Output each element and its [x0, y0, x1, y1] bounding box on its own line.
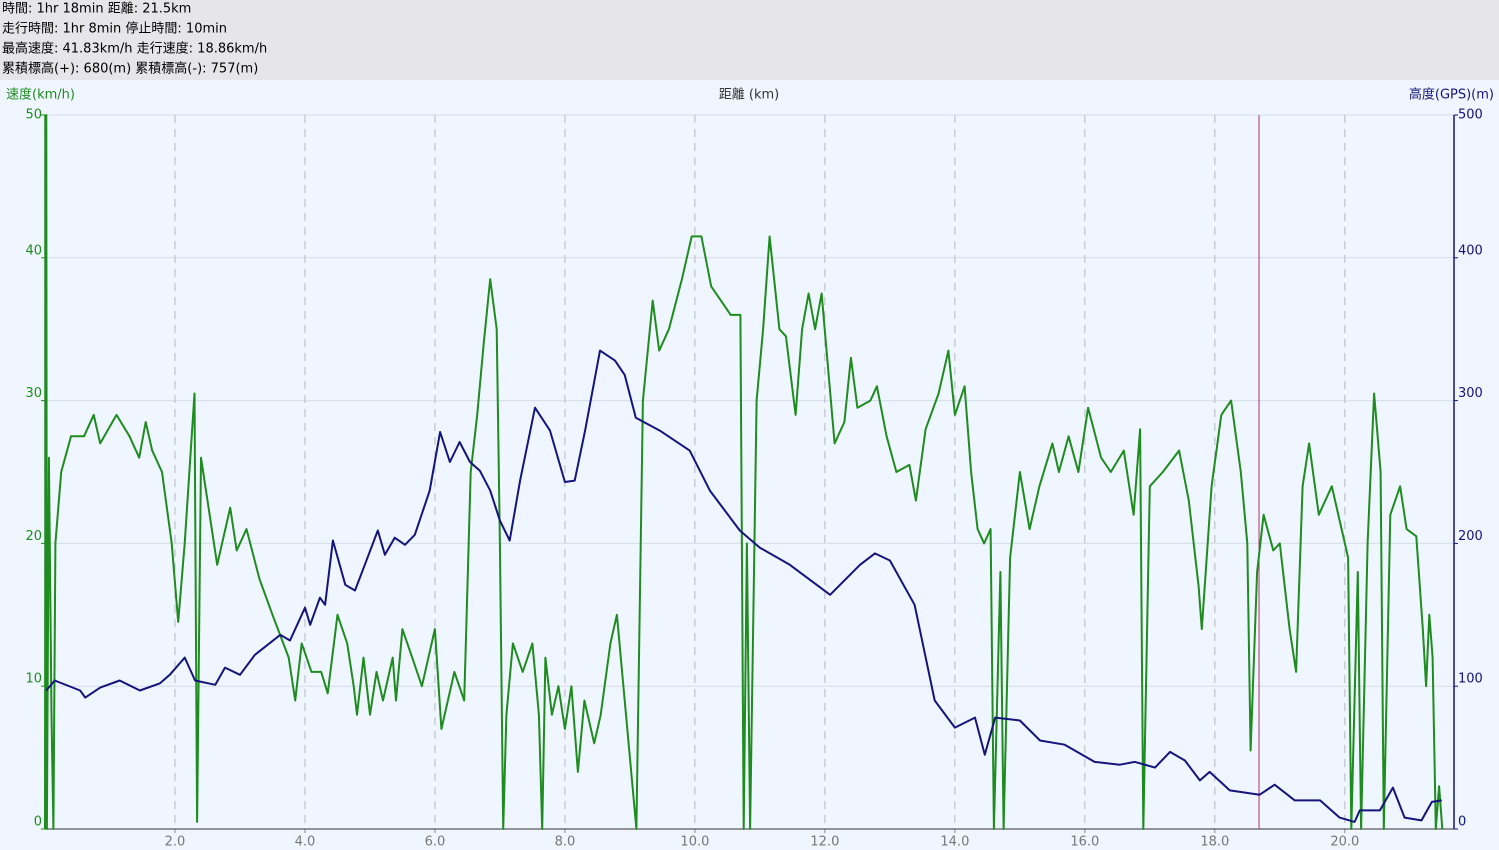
- x-tick-label: 6.0: [425, 835, 446, 850]
- y2-tick-label: 300: [1458, 386, 1483, 401]
- y-tick-label: 30: [25, 386, 42, 401]
- y-tick-label: 0: [34, 815, 42, 830]
- y2-axis-label: 高度(GPS)(m): [1409, 87, 1494, 103]
- header-bg: [0, 0, 1499, 80]
- header-line: 時間: 1hr 18min 距離: 21.5km: [2, 2, 191, 17]
- x-tick-label: 18.0: [1200, 835, 1229, 850]
- y2-tick-label: 400: [1458, 243, 1483, 258]
- x-tick-label: 20.0: [1330, 835, 1359, 850]
- y2-tick-label: 100: [1458, 672, 1483, 687]
- x-tick-label: 12.0: [810, 835, 839, 850]
- y-axis-label: 速度(km/h): [6, 87, 75, 103]
- series-line: [44, 114, 1444, 830]
- y2-tick-label: 200: [1458, 529, 1483, 544]
- x-tick-label: 16.0: [1070, 835, 1099, 850]
- x-tick-label: 4.0: [295, 835, 316, 850]
- header-line: 最高速度: 41.83km/h 走行速度: 18.86km/h: [2, 41, 267, 57]
- x-tick-label: 8.0: [555, 835, 576, 850]
- y-tick-label: 20: [25, 529, 42, 544]
- x-axis-label: 距離 (km): [719, 88, 779, 103]
- y-tick-label: 10: [25, 672, 42, 687]
- y-tick-label: 50: [25, 108, 42, 123]
- series-line: [45, 349, 1442, 823]
- y2-tick-label: 500: [1458, 108, 1483, 123]
- x-tick-label: 10.0: [680, 835, 709, 850]
- header-line: 走行時間: 1hr 8min 停止時間: 10min: [2, 21, 227, 37]
- x-tick-label: 2.0: [165, 835, 186, 850]
- y2-tick-label: 0: [1458, 815, 1466, 830]
- y-tick-label: 40: [25, 243, 42, 258]
- x-tick-label: 14.0: [940, 835, 969, 850]
- header-line: 累積標高(+): 680(m) 累積標高(-): 757(m): [2, 61, 258, 77]
